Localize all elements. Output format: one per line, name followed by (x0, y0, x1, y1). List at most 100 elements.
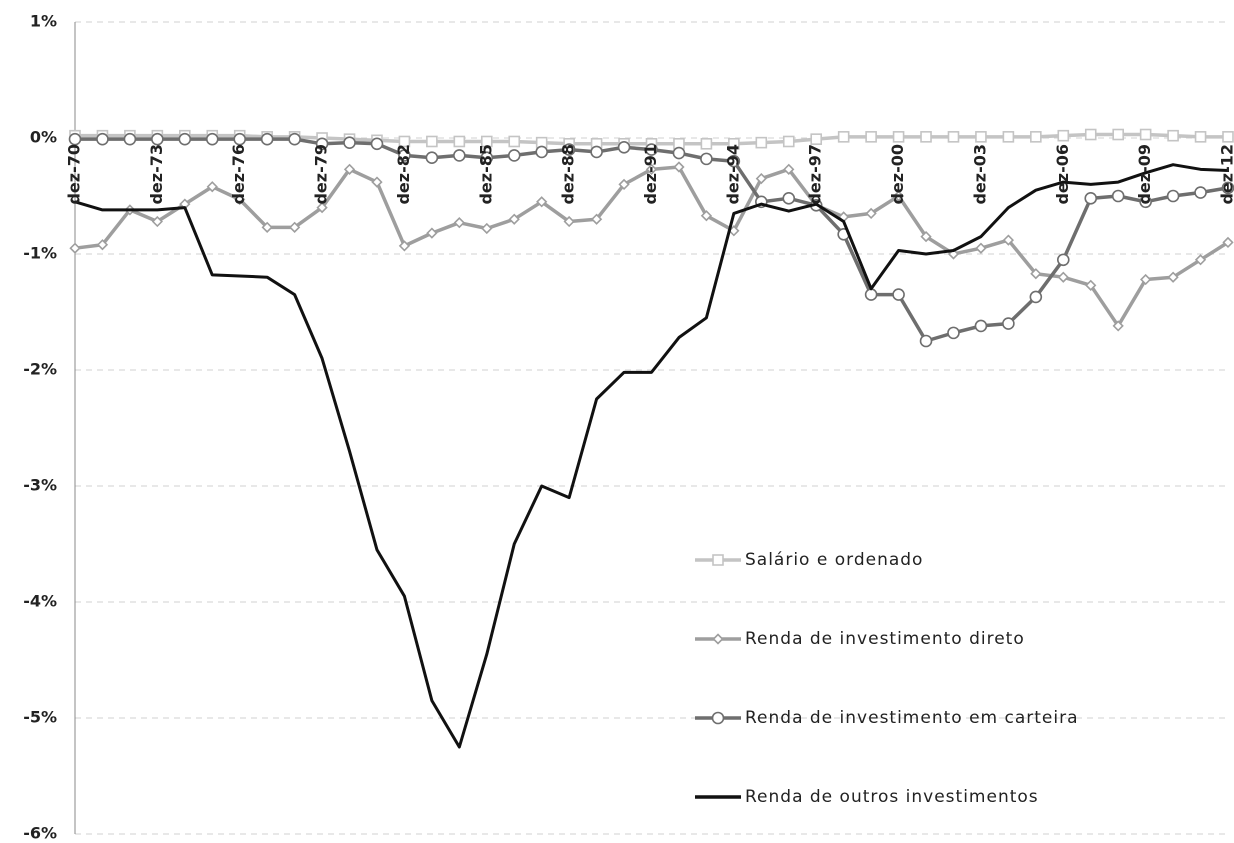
marker (480, 135, 493, 148)
x-tick-label: dez-76 (229, 144, 248, 205)
marker (1166, 189, 1180, 203)
marker (1167, 271, 1179, 283)
marker (398, 149, 411, 162)
marker (782, 135, 795, 148)
marker (1222, 236, 1234, 249)
marker (700, 138, 713, 150)
y-tick-label: -2% (23, 360, 57, 379)
marker (782, 192, 796, 205)
marker (783, 163, 795, 175)
marker (617, 140, 631, 154)
y-tick-label: 0% (30, 128, 57, 147)
marker (975, 131, 987, 143)
marker (205, 132, 219, 146)
y-tick-label: -6% (23, 824, 57, 843)
marker (810, 133, 823, 145)
marker (315, 137, 329, 151)
x-tick-label: dez-12 (1218, 144, 1234, 205)
marker (507, 149, 521, 162)
marker (618, 178, 630, 191)
marker (920, 230, 932, 243)
x-tick-label: dez-09 (1135, 144, 1154, 205)
x-tick-label: dez-73 (147, 144, 166, 205)
legend-marker (712, 554, 724, 566)
marker (508, 213, 520, 225)
marker (398, 135, 411, 148)
marker (1112, 320, 1124, 332)
marker (1056, 253, 1070, 267)
marker (426, 227, 438, 239)
marker (1002, 234, 1015, 246)
marker (1002, 131, 1015, 143)
marker (288, 221, 301, 233)
marker (947, 131, 960, 143)
marker (672, 146, 686, 160)
marker (151, 215, 163, 228)
marker (261, 221, 273, 233)
marker (453, 135, 466, 148)
x-tick-label: dez-79 (312, 144, 331, 205)
marker (700, 210, 713, 222)
marker (590, 213, 603, 225)
legend-marker (712, 633, 724, 645)
marker (316, 201, 328, 214)
legend-label: Renda de outros investimentos (745, 787, 1039, 807)
marker (1057, 271, 1069, 283)
marker (343, 163, 356, 175)
marker (69, 242, 81, 254)
marker (562, 143, 576, 156)
marker (206, 181, 218, 193)
marker (453, 217, 465, 229)
marker (425, 151, 439, 165)
marker (508, 135, 521, 148)
marker (96, 132, 109, 146)
marker (1167, 129, 1179, 142)
marker (1030, 131, 1042, 143)
marker (1029, 290, 1043, 304)
marker (755, 172, 767, 185)
marker (892, 190, 905, 202)
marker (68, 132, 82, 146)
marker (590, 145, 603, 159)
marker (123, 132, 137, 146)
marker (96, 239, 109, 251)
marker (920, 131, 932, 143)
marker (892, 131, 905, 143)
marker (700, 152, 713, 166)
x-tick-label: dez-00 (888, 144, 907, 205)
marker (178, 132, 192, 146)
marker (1057, 129, 1070, 142)
x-tick-label: dez-03 (970, 144, 989, 205)
marker (426, 135, 438, 148)
x-tick-label: dez-94 (723, 144, 742, 205)
x-tick-label: dez-82 (394, 144, 413, 205)
marker (1112, 128, 1124, 141)
marker (1002, 317, 1015, 330)
marker (837, 131, 850, 143)
marker (234, 193, 246, 206)
marker (1140, 273, 1152, 286)
y-tick-label: -1% (23, 244, 57, 263)
marker (1194, 254, 1207, 266)
series-line (74, 163, 1229, 749)
marker (947, 248, 960, 260)
marker (233, 132, 247, 146)
x-tick-label: dez-88 (559, 144, 578, 205)
marker (865, 207, 877, 220)
legend-label: Renda de investimento em carteira (745, 708, 1079, 728)
marker (864, 288, 878, 301)
x-tick-label: dez-70 (65, 144, 84, 205)
marker (1084, 128, 1097, 141)
legend-label: Renda de investimento direto (745, 629, 1025, 649)
marker (974, 319, 988, 333)
marker (535, 145, 548, 159)
marker (755, 136, 768, 149)
y-tick-label: 1% (30, 12, 57, 31)
marker (645, 163, 658, 175)
marker (480, 151, 494, 165)
marker (919, 334, 933, 348)
x-tick-label: dez-06 (1053, 144, 1072, 205)
legend-label: Salário e ordenado (745, 550, 923, 570)
x-tick-label: dez-97 (806, 144, 825, 205)
